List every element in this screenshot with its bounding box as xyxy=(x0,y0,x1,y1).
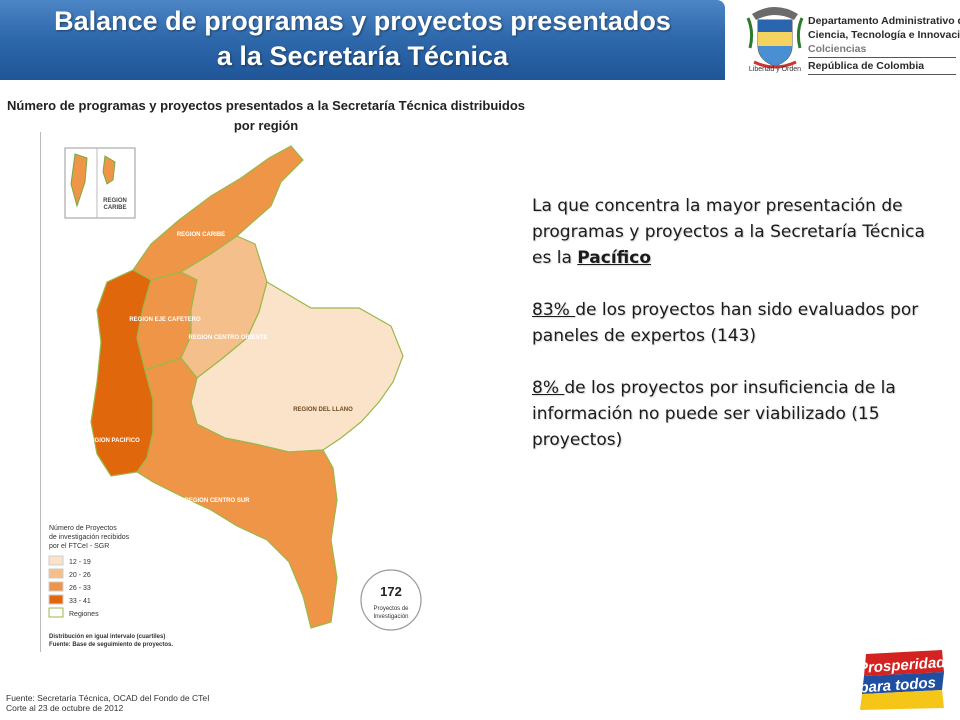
region-label-pacifico: REGION PACIFICO xyxy=(86,438,140,444)
title-band: Balance de programas y proyectos present… xyxy=(0,0,725,80)
finding-1: La que concentra la mayor presentación d… xyxy=(532,193,932,271)
region-label-caribe: REGION CARIBE xyxy=(177,232,225,238)
region-label-centro-sur: REGION CENTRO SUR xyxy=(184,498,250,504)
source-line-2: Corte al 23 de octubre de 2012 xyxy=(6,703,124,713)
legend-title-3: por el FTCeI - SGR xyxy=(49,543,109,550)
org-divider-2 xyxy=(808,74,956,75)
legend-label-1: 20 - 26 xyxy=(69,572,91,579)
source-note: Fuente: Secretaría Técnica, OCAD del Fon… xyxy=(6,693,209,713)
inset-island-1 xyxy=(70,153,88,208)
prosperidad-logo: Prosperidad para todos xyxy=(858,650,944,710)
org-line-2: Ciencia, Tecnología e Innovación xyxy=(808,29,960,41)
org-line-4: República de Colombia xyxy=(808,60,925,72)
finding-2-percent: 83% xyxy=(532,300,576,320)
legend-label-4: Regiones xyxy=(69,611,99,618)
legend-label-2: 26 - 33 xyxy=(69,585,91,592)
legend-swatch-2 xyxy=(48,581,64,592)
finding-2: 83% de los proyectos han sido evaluados … xyxy=(532,297,932,349)
colombia-region-map: REGION CARIBE REGION CARIBE REGION EJE C… xyxy=(48,145,422,648)
header: Balance de programas y proyectos present… xyxy=(0,0,960,82)
map-title: Número de programas y proyectos presenta… xyxy=(6,98,525,133)
org-line-3: Colciencias xyxy=(808,43,867,55)
legend-swatch-3 xyxy=(48,594,64,605)
key-findings: La que concentra la mayor presentación d… xyxy=(532,193,932,479)
motto-text: Libertad y Orden xyxy=(748,66,802,73)
region-label-eje-cafetero: REGION EJE CAFETERO xyxy=(129,317,201,323)
inset-label-1: REGION xyxy=(103,198,127,204)
inset-island-2 xyxy=(102,155,116,185)
source-line-1: Fuente: Secretaría Técnica, OCAD del Fon… xyxy=(6,693,210,703)
finding-3: 8% de los proyectos por insuficiencia de… xyxy=(532,375,932,453)
map-legend: Número de Proyectos de investigación rec… xyxy=(48,525,173,648)
prosperidad-line-2: para todos xyxy=(858,674,937,696)
map-frame: REGION CARIBE REGION CARIBE REGION EJE C… xyxy=(40,132,440,652)
legend-note-2: Fuente: Base de seguimiento de proyectos… xyxy=(49,642,173,648)
region-label-centro-oriente: REGION CENTRO ORIENTE xyxy=(188,335,267,341)
total-caption-1: Proyectos de xyxy=(373,606,409,612)
slide-title-line2: a la Secretaría Técnica xyxy=(216,41,509,71)
total-value: 172 xyxy=(380,584,402,599)
total-caption-2: Investigación xyxy=(373,614,408,620)
total-badge xyxy=(360,569,422,631)
finding-2-text: de los proyectos han sido evaluados por … xyxy=(532,300,919,346)
legend-label-0: 12 - 19 xyxy=(69,559,91,566)
region-label-del-llano: REGION DEL LLANO xyxy=(293,407,353,413)
finding-3-text: de los proyectos por insuficiencia de la… xyxy=(532,378,896,450)
coat-of-arms-icon xyxy=(746,7,804,69)
org-divider xyxy=(808,57,956,58)
prosperidad-line-1: Prosperidad xyxy=(858,654,944,677)
legend-swatch-4 xyxy=(48,607,64,618)
inset-label-2: CARIBE xyxy=(103,205,126,211)
finding-1-highlight: Pacífico xyxy=(577,248,652,268)
legend-swatch-0 xyxy=(48,555,64,566)
slide-title: Balance de programas y proyectos present… xyxy=(0,4,725,74)
org-line-1: Departamento Administrativo de xyxy=(808,15,960,27)
region-centro-sur-shape xyxy=(136,357,338,629)
legend-swatch-1 xyxy=(48,568,64,579)
org-block: Departamento Administrativo de Ciencia, … xyxy=(808,14,960,76)
legend-label-3: 33 - 41 xyxy=(69,598,91,605)
legend-title-2: de investigación recibidos xyxy=(49,534,130,541)
slide-title-line1: Balance de programas y proyectos present… xyxy=(54,6,671,36)
legend-note-1: Distribución en igual intervalo (cuartil… xyxy=(49,634,165,640)
legend-title-1: Número de Proyectos xyxy=(49,525,117,532)
region-pacifico-shape xyxy=(90,269,154,477)
finding-1-text: La que concentra la mayor presentación d… xyxy=(532,196,925,268)
finding-3-percent: 8% xyxy=(532,378,565,398)
